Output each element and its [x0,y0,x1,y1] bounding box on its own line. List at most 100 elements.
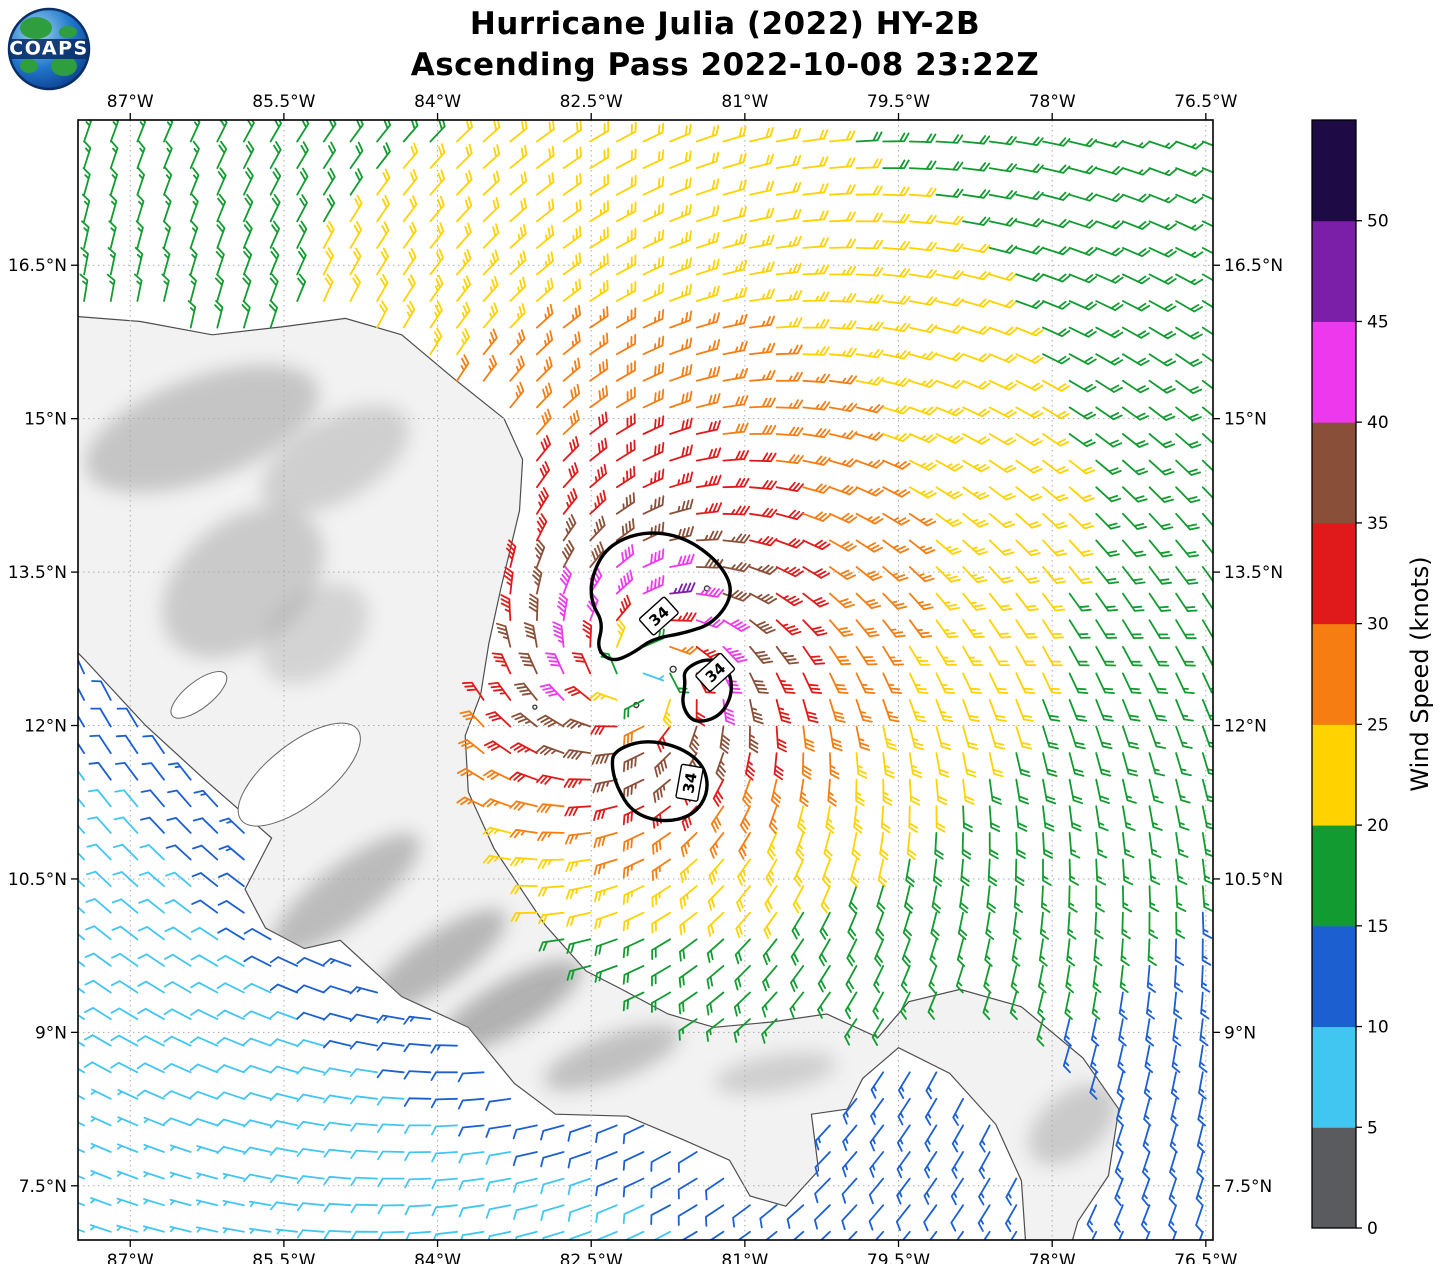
wind-barb [1175,193,1204,204]
wind-barb [669,203,692,223]
wind-barb [872,991,885,1020]
wind-barb [296,1066,325,1075]
wind-barb [749,288,775,302]
wind-barb [78,1067,85,1074]
wind-barb [571,652,592,675]
wind-barb [1010,965,1020,994]
wind-barb [162,246,171,276]
wind-barb [932,858,943,887]
wind-barb [988,190,1018,200]
wind-barb [241,300,251,329]
wind-barb [349,986,378,995]
wind-barb [1095,220,1124,230]
wind-barb [189,220,199,249]
wind-barb [1148,273,1177,285]
wind-barb [855,725,871,751]
wind-barb [615,148,637,169]
wind-barb [1122,193,1151,203]
wind-barb [1201,885,1213,912]
wind-barb [1068,858,1079,886]
wind-barb [509,355,525,382]
wind-barb [540,1151,565,1168]
wind-barb [109,167,118,196]
wind-barb [935,699,954,723]
wind-barb [962,592,987,611]
wind-barb [855,645,878,666]
wind-barb [906,832,917,860]
wind-barb [908,699,927,723]
wind-barb [296,273,307,302]
wind-barb [593,832,618,849]
wind-barb [1068,300,1097,311]
wind-barb [1148,459,1175,476]
wind-barb [1095,539,1120,557]
wind-barb [1064,991,1073,1020]
wind-barb [456,120,473,143]
wind-barb [962,271,991,281]
wind-barb [269,1174,299,1184]
x-tick-label-top: 84°W [414,92,461,112]
wind-barb [802,699,819,724]
wind-barb [829,752,840,780]
wind-barb [1201,566,1213,583]
wind-barb [537,831,565,842]
wind-barb [189,246,198,276]
colorbar-segment [1312,120,1356,222]
wind-barb [908,592,934,611]
wind-barb [376,247,389,276]
wind-barb [108,220,117,249]
wind-barb [1095,433,1123,448]
colorbar-tick-label: 5 [1367,1118,1378,1138]
wind-barb [1201,858,1213,885]
wind-barb [80,247,89,276]
wind-barb [677,1177,698,1200]
wind-barb [1195,1204,1204,1233]
wind-barb [829,699,846,723]
mountain-shade [714,1052,837,1095]
wind-barb [215,246,225,276]
wind-barb [1039,911,1049,940]
wind-barb [143,1116,165,1127]
wind-barb [908,351,938,361]
wind-barb [562,540,575,568]
wind-barb [820,885,831,914]
wind-barb [654,752,671,778]
wind-barb [589,332,609,356]
wind-barb [978,1151,991,1179]
wind-barb [988,672,1009,694]
wind-barb [1122,699,1141,722]
wind-barb [1175,486,1201,504]
wind-barb [802,346,830,356]
wind-barb [563,778,592,788]
wind-barb [1175,699,1194,722]
wind-barb [759,1204,778,1229]
wind-barb [695,258,720,276]
wind-barb [706,938,725,963]
wind-barb [908,805,918,833]
colorbar-title: Wind Speed (knots) [1406,556,1434,791]
wind-barb [552,621,565,648]
wind-barb [950,1204,964,1232]
wind-barb [615,174,637,196]
wind-barb [1175,805,1190,831]
wind-barb [1042,778,1057,805]
wind-barb [1042,273,1071,283]
wind-barb [761,991,778,1018]
wind-barb [1095,486,1122,503]
wind-barb [485,1124,512,1138]
wind-barb [935,512,963,528]
wind-barb [924,1124,938,1153]
x-tick-label-top: 85.5°W [252,92,315,112]
wind-barb [827,778,837,807]
wind-barb [1148,752,1165,777]
wind-barb [770,778,782,808]
wind-barb [1011,938,1021,967]
wind-barb [988,619,1012,639]
wind-barb [216,1009,245,1020]
wind-barb [1170,1071,1180,1100]
wind-barb [1122,752,1139,777]
wind-barb [1116,1097,1124,1127]
wind-barb [1175,220,1204,231]
wind-barb [1201,752,1213,776]
wind-barb [1042,672,1062,694]
